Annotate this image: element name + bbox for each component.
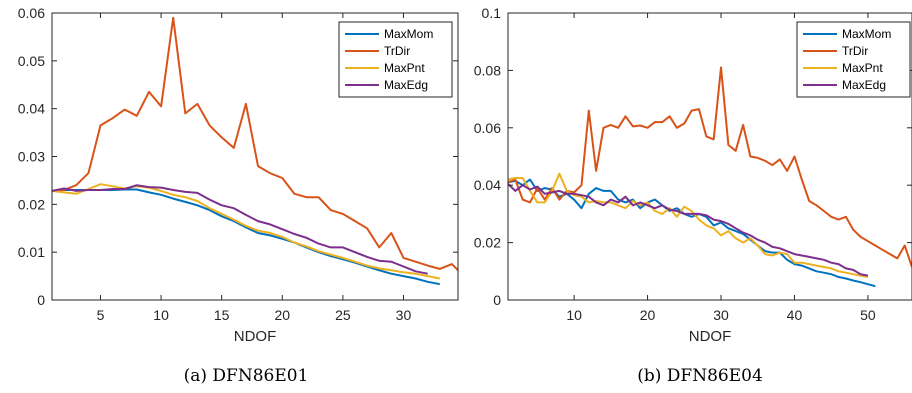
legend-label-maxmom: MaxMom [842,27,891,41]
caption-dfn86e04: (b) DFN86E04 [637,366,763,386]
y-tick-label: 0 [37,292,45,308]
legend-label-trdir: TrDir [842,44,868,58]
x-tick-label: 20 [640,307,656,323]
chart-panel-dfn86e04: 10 20 30 40 50 0 0.02 0.04 0.06 0.08 0.1 NDOF MaxMom… [474,5,912,345]
series-group [52,16,458,286]
chart-panel-dfn86e01: 5 10 15 20 25 30 0 0.01 0.02 0.03 0.04 0.05 0.06 NDOF… [18,5,459,345]
x-tick-label: 20 [274,307,290,323]
y-tick-label: 0.1 [482,5,502,21]
legend-label-maxedg: MaxEdg [842,78,886,92]
y-tick-label: 0.02 [474,235,501,251]
x-tick-label: 25 [335,307,351,323]
series-line-maxmom [508,178,876,288]
series-group [508,66,912,288]
y-tick-label: 0.03 [18,149,45,165]
y-tick-label: 0.01 [18,244,45,260]
y-tick-label: 0.05 [18,53,45,69]
y-tick-label: 0 [493,292,501,308]
series-line-maxedg [508,183,869,277]
x-tick-label: 15 [214,307,230,323]
caption-dfn86e01: (a) DFN86E01 [184,366,309,386]
series-line-maxpnt [52,183,440,280]
x-axis-label: NDOF [689,328,732,345]
y-tick-label: 0.04 [474,177,501,193]
y-tick-label: 0.02 [18,196,45,212]
series-line-maxpnt [508,172,869,278]
x-tick-label: 30 [713,307,729,323]
x-axis-label: NDOF [234,328,277,345]
y-tick-label: 0.06 [474,120,501,136]
axes-box [507,12,912,301]
series-line-trdir [52,16,458,272]
x-tick-label: 30 [396,307,412,323]
legend-label-maxmom: MaxMom [384,27,433,41]
x-tick-label: 10 [153,307,169,323]
x-tick-label: 50 [860,307,876,323]
legend-label-trdir: TrDir [384,44,410,58]
y-tick-label: 0.04 [18,101,45,117]
y-tick-label: 0.06 [18,5,45,21]
x-tick-label: 5 [97,307,105,323]
legend-label-maxedg: MaxEdg [384,78,428,92]
series-line-maxmom [52,188,440,286]
legend: MaxMom TrDir MaxPnt MaxEdg [338,21,453,98]
x-tick-label: 10 [566,307,582,323]
series-line-maxedg [52,184,428,275]
legend-label-maxpnt: MaxPnt [842,61,883,75]
legend: MaxMom TrDir MaxPnt MaxEdg [796,21,911,98]
x-tick-label: 40 [787,307,803,323]
legend-label-maxpnt: MaxPnt [384,61,425,75]
series-line-trdir [508,66,912,268]
y-tick-label: 0.08 [474,62,501,78]
